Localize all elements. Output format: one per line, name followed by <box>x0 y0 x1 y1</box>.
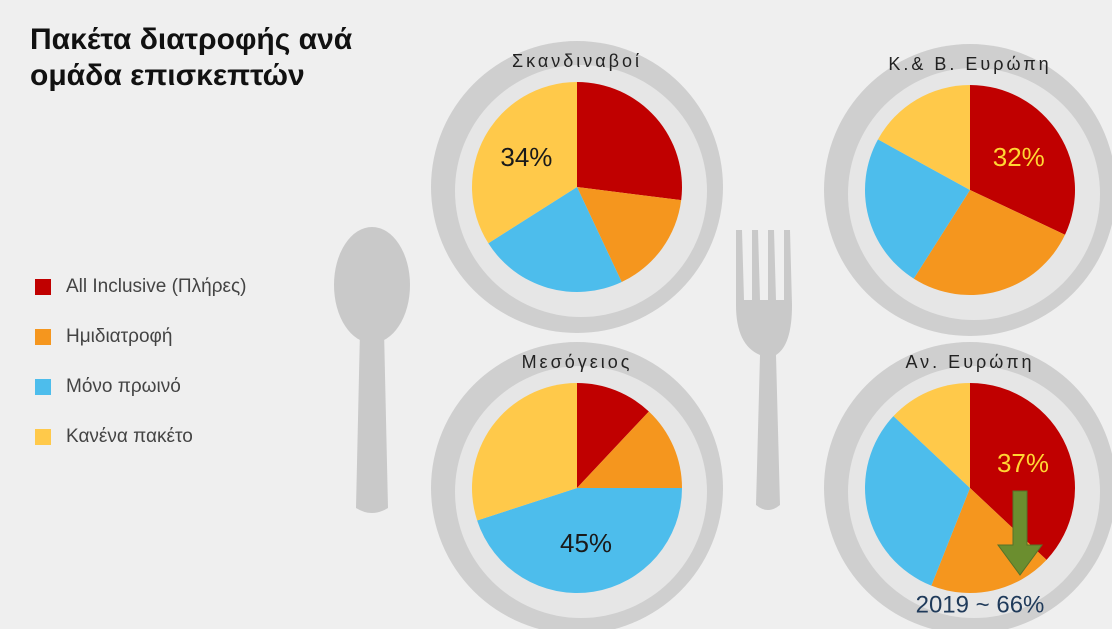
pie-slice <box>865 139 970 279</box>
legend-label: Μόνο πρωινό <box>66 376 181 397</box>
pie-slice <box>577 383 649 488</box>
pie-slice <box>913 190 1066 295</box>
pie-slice <box>893 383 970 488</box>
legend: All Inclusive (Πλήρες) Ημιδιατροφή Μόνο πρ… <box>35 276 246 447</box>
pie-slice <box>472 383 577 521</box>
pie-slice <box>472 82 577 244</box>
annotation: 2019 ~ 66% <box>916 591 1045 618</box>
fork <box>736 230 792 510</box>
legend-swatch <box>35 279 51 295</box>
legend-swatch <box>35 429 51 445</box>
value-label: 34% <box>500 142 552 172</box>
pie-slice <box>577 411 682 488</box>
legend-label: Ημιδιατροφή <box>66 326 172 347</box>
spoon <box>334 227 410 513</box>
pie-title: Σκανδιναβοί <box>512 51 642 71</box>
pie-slice <box>477 488 682 594</box>
pie-slice <box>577 82 682 201</box>
pie-slice <box>970 383 1076 560</box>
pie-title: Κ.& Β. Ευρώπη <box>888 54 1051 74</box>
legend-label: All Inclusive (Πλήρες) <box>66 276 246 297</box>
pie-slice <box>577 187 682 283</box>
legend-label: Κανένα πακέτο <box>66 426 193 447</box>
pie-title: Μεσόγειος <box>522 352 633 372</box>
pies: Σκανδιναβοί 34% Κ.& Β. Ευρώπη 32% Μεσόγειος 4… <box>431 41 1112 629</box>
pie-title: Αν. Ευρώπη <box>906 352 1035 372</box>
value-label: 37% <box>997 448 1049 478</box>
pie-slice <box>488 187 622 292</box>
pie-slice <box>970 85 1075 235</box>
value-label: 32% <box>993 142 1045 172</box>
legend-swatch <box>35 329 51 345</box>
pie-slice <box>877 85 970 190</box>
page-title: Πακέτα διατροφής ανά ομάδα επισκεπτών <box>30 23 353 92</box>
pie-slice <box>865 416 970 586</box>
arrow <box>997 490 1043 576</box>
legend-swatch <box>35 379 51 395</box>
title-box: Πακέτα διατροφής ανά ομάδα επισκεπτών <box>30 23 353 92</box>
value-label: 45% <box>560 528 612 558</box>
